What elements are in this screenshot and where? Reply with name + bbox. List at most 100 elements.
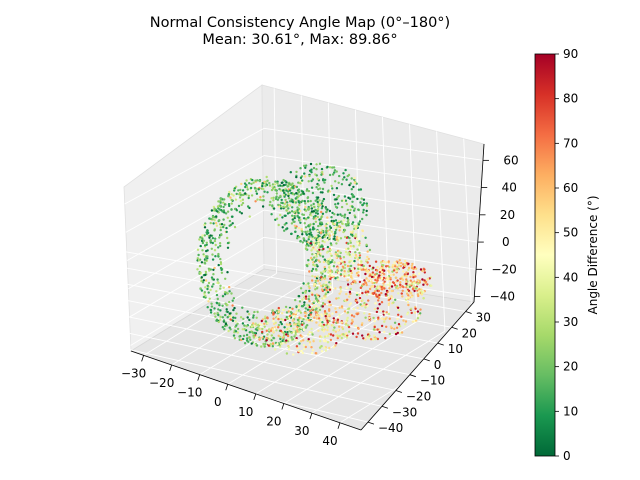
data-point [373,320,376,323]
data-point [296,206,299,209]
data-point [330,270,334,273]
data-point [303,222,306,225]
data-point [324,207,328,210]
data-point [392,273,395,276]
data-point [212,283,215,286]
data-point [358,251,361,255]
data-point [402,270,405,273]
data-point [295,170,298,174]
data-point [301,199,304,203]
data-point [365,204,369,207]
data-point [353,207,356,210]
data-point [334,230,337,234]
data-point [406,313,409,316]
data-point [366,279,370,282]
data-point [334,277,337,280]
data-point [253,310,256,314]
data-point [361,291,364,295]
data-point [374,293,378,296]
data-point [220,223,224,226]
data-point [387,296,391,299]
data-point [390,295,393,298]
data-point [298,309,301,313]
data-point [303,172,306,175]
data-point [216,205,220,208]
data-point [329,333,333,336]
data-point [320,278,323,281]
data-point [329,242,333,245]
data-point [407,266,411,270]
data-point [229,318,232,321]
data-point [385,311,388,314]
data-point [355,291,359,295]
data-point [306,196,310,199]
data-point [416,293,420,296]
data-point [210,247,213,250]
data-point [203,223,206,227]
data-point [226,241,230,245]
data-point [396,267,399,271]
data-point [413,289,416,293]
data-point [294,226,297,230]
data-point [326,334,330,338]
data-point [421,278,424,281]
data-point [206,229,209,232]
data-point [217,252,220,256]
data-point [315,186,318,189]
data-point [315,298,319,301]
data-point [393,327,396,330]
data-point [310,346,313,349]
data-point [296,196,299,199]
data-point [417,314,421,317]
data-point [410,311,413,315]
data-point [293,335,296,338]
data-point [204,273,207,277]
data-point [311,267,315,271]
data-point [300,317,303,320]
data-point [373,334,376,337]
data-point [319,340,322,343]
data-point [374,273,377,276]
data-point [267,342,270,345]
data-point [325,323,328,327]
data-point [308,270,311,273]
data-point [221,326,224,329]
data-point [416,278,419,282]
data-point [249,186,253,190]
point-cloud [196,162,433,356]
data-point [324,349,328,352]
data-point [321,212,325,215]
data-point [224,322,228,326]
z-tick-label: −40 [490,290,515,304]
data-point [337,335,341,338]
data-point [217,200,220,203]
data-point [269,342,272,346]
data-point [264,320,267,323]
data-point [233,207,237,211]
data-point [219,197,223,200]
data-point [346,298,349,301]
data-point [200,276,203,279]
data-point [322,179,325,182]
data-point [202,295,206,299]
data-point [315,174,318,177]
data-point [325,281,328,284]
data-point [308,300,311,303]
data-point [229,196,232,199]
data-point [272,207,276,210]
data-point [315,241,318,244]
data-point [381,266,384,270]
data-point [287,337,290,341]
data-point [351,200,354,203]
data-point [325,251,329,254]
data-point [314,310,317,314]
data-point [294,315,297,318]
data-point [250,325,254,328]
data-point [283,308,286,312]
data-point [282,334,286,337]
data-point [307,338,310,341]
data-point [287,327,290,330]
data-point [317,224,320,228]
data-point [215,319,218,322]
data-point [233,225,237,229]
